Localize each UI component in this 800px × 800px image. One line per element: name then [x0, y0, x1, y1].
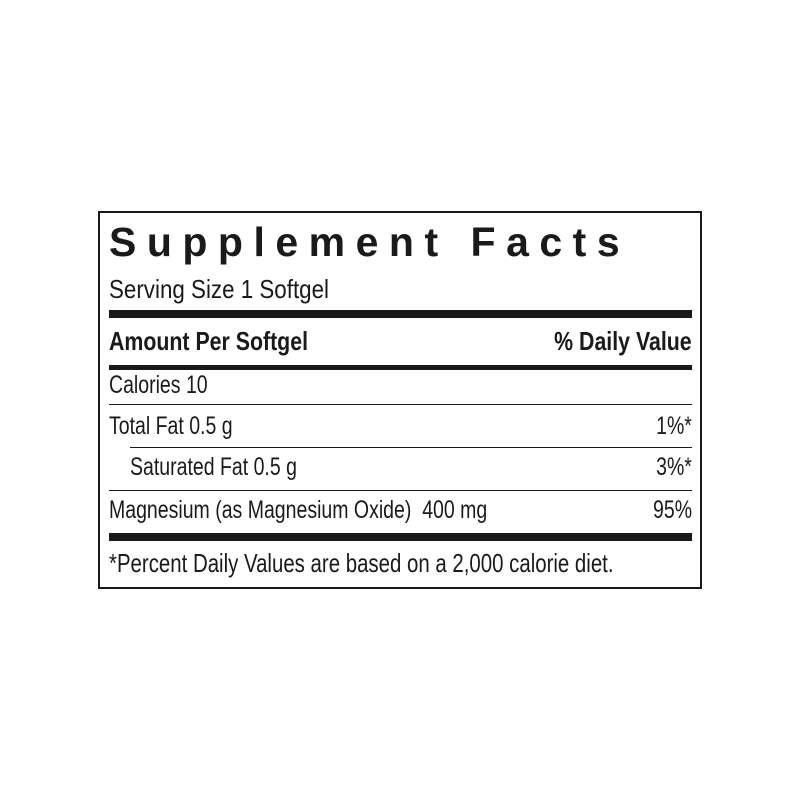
thin-divider: [109, 490, 692, 491]
thin-divider: [130, 447, 692, 448]
footnote: *Percent Daily Values are based on a 2,0…: [109, 548, 614, 578]
thin-divider: [109, 404, 692, 405]
row-calories: Calories 10: [109, 371, 208, 399]
supplement-facts-panel: Supplement Facts Serving Size 1 Softgel …: [98, 211, 702, 589]
header-daily-value: % Daily Value: [554, 326, 692, 356]
serving-size: Serving Size 1 Softgel: [109, 274, 329, 304]
medium-divider: [109, 365, 692, 370]
row-saturated-fat-dv: 3%*: [656, 453, 692, 481]
row-total-fat: Total Fat 0.5 g: [109, 412, 233, 440]
thick-divider: [109, 533, 692, 541]
row-saturated-fat: Saturated Fat 0.5 g: [130, 453, 297, 481]
panel-title: Supplement Facts: [109, 219, 631, 265]
row-magnesium: Magnesium (as Magnesium Oxide) 400 mg: [109, 496, 488, 524]
row-total-fat-dv: 1%*: [656, 412, 692, 440]
header-amount: Amount Per Softgel: [109, 326, 308, 356]
thick-divider: [109, 310, 692, 318]
row-magnesium-dv: 95%: [652, 496, 692, 524]
